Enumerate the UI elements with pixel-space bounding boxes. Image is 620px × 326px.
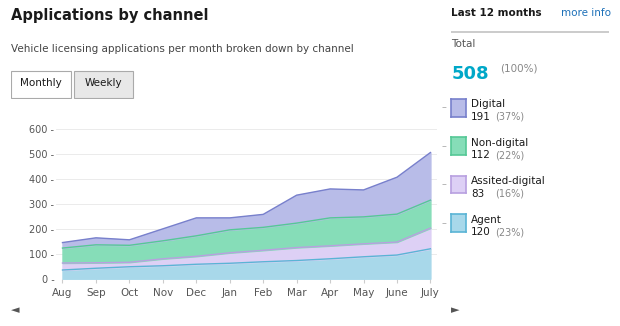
Text: 120: 120 (471, 227, 491, 237)
Text: (37%): (37%) (495, 112, 524, 122)
FancyBboxPatch shape (74, 71, 133, 98)
Text: Weekly: Weekly (84, 78, 122, 88)
Text: (22%): (22%) (495, 150, 524, 160)
Text: Agent: Agent (471, 215, 502, 225)
Text: Non-digital: Non-digital (471, 138, 528, 148)
Text: ◄: ◄ (11, 305, 20, 315)
Text: –: – (441, 141, 446, 151)
Text: 191: 191 (471, 112, 491, 122)
Text: 112: 112 (471, 150, 491, 160)
Text: ►: ► (451, 305, 460, 315)
Text: 508: 508 (451, 65, 489, 83)
Text: Applications by channel: Applications by channel (11, 8, 209, 23)
Text: Last 12 months: Last 12 months (451, 8, 542, 18)
Text: –: – (441, 180, 446, 189)
Text: (100%): (100%) (500, 64, 537, 74)
Text: (23%): (23%) (495, 227, 524, 237)
Text: Monthly: Monthly (20, 78, 62, 88)
Text: more info: more info (560, 8, 611, 18)
Text: –: – (441, 103, 446, 112)
FancyBboxPatch shape (11, 71, 71, 98)
Text: Vehicle licensing applications per month broken down by channel: Vehicle licensing applications per month… (11, 44, 354, 54)
Text: 83: 83 (471, 189, 484, 199)
Text: Digital: Digital (471, 99, 505, 109)
Text: (16%): (16%) (495, 189, 524, 199)
Text: Total: Total (451, 39, 476, 49)
Text: Assited-digital: Assited-digital (471, 176, 546, 186)
Text: –: – (441, 218, 446, 228)
